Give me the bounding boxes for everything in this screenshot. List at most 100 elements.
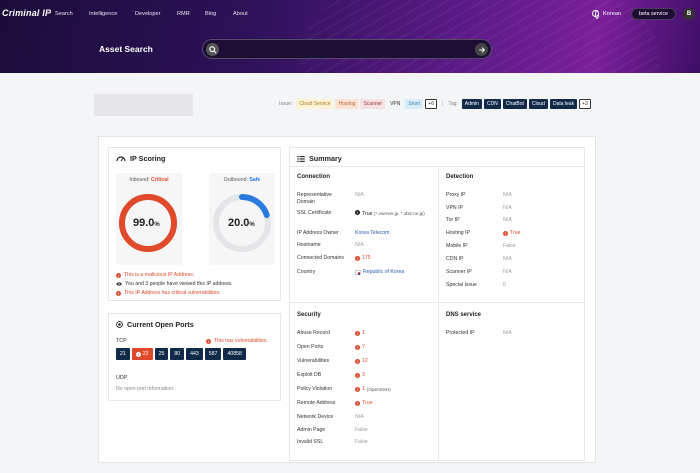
port-chip[interactable]: 443 [186, 348, 203, 360]
issue-chip-hosting[interactable]: Hosting [335, 99, 359, 109]
nav-intelligence[interactable]: Intelligence [89, 11, 118, 17]
scanner-ip-value: N/A [503, 269, 512, 275]
issue-chip-scanner[interactable]: Scanner [360, 99, 386, 109]
policy-violation-label: Policy Violation [297, 386, 333, 392]
port-vuln-note-text: This has vulnerabilities. [214, 338, 268, 344]
hostname-label: Hostname [297, 242, 321, 248]
inbound-status: Critical [151, 177, 169, 183]
inbound-score: 99.0% [133, 217, 160, 229]
dns-service-title: DNS service [446, 312, 482, 318]
tag-chip-data-leak[interactable]: Data leak [549, 99, 578, 109]
abuse-record-label: Abuse Record [297, 330, 330, 336]
open-ports-value[interactable]: ! 7 [355, 344, 365, 351]
admin-page-value: False [355, 427, 368, 433]
tcp-label: TCP [116, 338, 127, 344]
invalid-ssl-label: Invalid SSL [297, 439, 324, 445]
exploit-db-value[interactable]: ! 3 [355, 372, 365, 379]
issue-chip-vpn[interactable]: VPN [390, 101, 401, 107]
warning-icon: ! [355, 345, 360, 350]
connected-domains-value[interactable]: ! 175 [355, 255, 371, 262]
logo[interactable]: Criminal IP [2, 8, 52, 18]
vulnerabilities-count: 12 [362, 358, 368, 364]
outbound-score-value: 20.0 [228, 217, 250, 229]
hosting-ip-status: True [510, 230, 521, 236]
alert-viewers: You and 3 people have viewed this IP add… [116, 281, 233, 287]
search-input[interactable] [202, 39, 492, 59]
warning-icon: ! [116, 272, 121, 278]
tag-chip-chatbot[interactable]: ChatBot [502, 99, 527, 109]
search-icon [206, 43, 219, 56]
tag-chip-admin[interactable]: Admin [461, 99, 482, 109]
protected-ip-label: Protected IP [446, 330, 475, 336]
inbound-score-value: 99.0 [133, 217, 155, 229]
port-chip-label: 22 [142, 351, 149, 357]
tag-chip-cdn[interactable]: CDN [483, 99, 501, 109]
country-value: Republic of Korea [355, 269, 404, 276]
ip-owner-value[interactable]: Korea Telecom [355, 230, 390, 236]
abuse-record-count: 1 [362, 330, 365, 336]
issue-more-button[interactable]: +6 [425, 99, 437, 109]
ssl-certificate-note: (*.xserver.jp, *.xbiz.ne.jp) [373, 211, 425, 216]
proxy-ip-value: N/A [503, 192, 512, 198]
beta-service-button[interactable]: beta service [631, 8, 676, 20]
vulnerabilities-value[interactable]: ! 12 [355, 358, 368, 365]
policy-violation-value[interactable]: ! 1 (OpenSSH) [355, 386, 391, 393]
page-title: Asset Search [99, 44, 153, 54]
issue-chip-snort[interactable]: Snort [405, 99, 424, 109]
hosting-ip-value: ! True [503, 230, 520, 237]
nav-search[interactable]: Search [55, 11, 73, 17]
list-icon [297, 155, 305, 162]
port-chip-vulnerable[interactable]: ! 22 [131, 348, 153, 360]
alert-malicious-text: This is a malicious IP Address. [124, 272, 195, 278]
inbound-label: Inbound: Critical [116, 177, 182, 183]
port-chip[interactable]: 25 [154, 348, 169, 360]
search-submit-button[interactable] [475, 43, 488, 56]
vulnerabilities-label: Vulnerabilities [297, 358, 330, 364]
port-chip[interactable]: 21 [116, 348, 130, 360]
alert-malicious: ! This is a malicious IP Address. [116, 272, 194, 278]
representative-domain-value: N/A [355, 192, 364, 198]
warning-icon: ! [355, 387, 360, 392]
divider [438, 166, 439, 461]
outbound-status: Safe [249, 177, 261, 183]
nav-about[interactable]: About [233, 11, 248, 17]
mobile-ip-label: Mobile IP [446, 243, 468, 249]
warning-icon: ! [116, 290, 121, 296]
protected-ip-value: N/A [503, 330, 512, 336]
abuse-record-value[interactable]: ! 1 [355, 330, 365, 337]
remote-address-value: ! True [355, 400, 372, 407]
outbound-gauge-arc [213, 194, 271, 252]
security-title: Security [297, 312, 321, 318]
nav-blog[interactable]: Blog [205, 11, 217, 17]
hosting-ip-label: Hosting IP [446, 230, 470, 236]
nav-developer[interactable]: Developer [135, 11, 161, 17]
tcp-port-list: 21 ! 22 25 80 443 587 40858 [116, 348, 246, 360]
detection-title: Detection [446, 174, 474, 180]
speedometer-icon [116, 156, 126, 162]
warning-icon: ! [355, 373, 360, 378]
network-device-value: N/A [355, 414, 364, 420]
language-switcher[interactable]: Korean [592, 10, 622, 19]
korea-flag-icon [355, 270, 361, 275]
port-chip[interactable]: 80 [170, 348, 185, 360]
tag-chip-cloud[interactable]: Cloud [528, 99, 548, 109]
nav-rmr[interactable]: RMR [177, 11, 190, 17]
header-banner: Criminal IP Search Intelligence Develope… [0, 0, 700, 73]
port-chip[interactable]: 587 [204, 348, 222, 360]
issue-chip-cloud-service[interactable]: Cloud Service [296, 99, 334, 109]
divider [289, 166, 585, 167]
language-label: Korean [603, 10, 622, 17]
warning-icon: ! [355, 401, 360, 406]
port-chip[interactable]: 40858 [223, 348, 246, 360]
special-issue-value: 0 [503, 282, 506, 288]
remote-address-status: True [362, 400, 373, 406]
port-icon [116, 321, 123, 328]
avatar[interactable]: B [683, 8, 695, 20]
outbound-gauge [213, 194, 271, 252]
connected-domains-count: 175 [362, 255, 371, 261]
proxy-ip-label: Proxy IP [446, 192, 466, 198]
summary-card [289, 147, 585, 461]
representative-domain-label: Representative Domain [297, 192, 332, 205]
country-label: Country [297, 269, 316, 275]
tag-more-button[interactable]: +3 [579, 99, 591, 109]
